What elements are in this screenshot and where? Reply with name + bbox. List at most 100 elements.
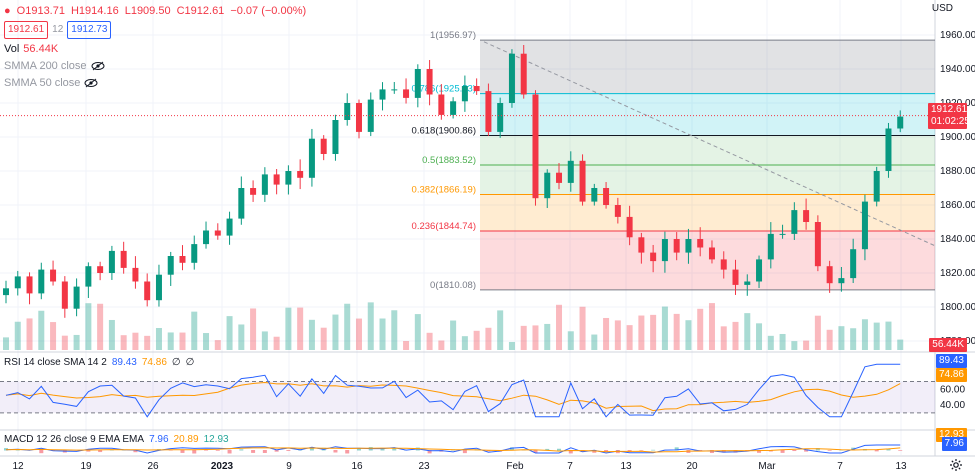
candle-body xyxy=(344,103,351,120)
candle-body xyxy=(650,252,657,262)
price-tick-label: 1800.00 xyxy=(940,302,975,313)
volume-bar xyxy=(85,303,92,350)
candle-body xyxy=(61,281,68,309)
fib-level-label: 0.5(1883.52) xyxy=(422,155,476,166)
fib-level-label: 0.382(1866.19) xyxy=(412,184,476,195)
candle-body xyxy=(391,89,398,91)
candle-body xyxy=(26,276,33,294)
candle-body xyxy=(720,259,727,270)
fib-level-label: 0.786(1925.53) xyxy=(412,84,476,95)
candles xyxy=(3,44,904,318)
macd-histogram-bar xyxy=(251,450,256,453)
volume-bar xyxy=(485,327,492,350)
volume-bar xyxy=(414,314,421,350)
candle-body xyxy=(838,278,845,284)
price-tick-label: 1960.00 xyxy=(940,30,975,41)
candle-body xyxy=(97,266,104,273)
macd-histogram-bar xyxy=(780,450,785,453)
candle-body xyxy=(167,256,174,275)
rsi-sma-value: 74.86 xyxy=(141,357,167,368)
macd-histogram-bar xyxy=(651,449,656,451)
currency-label[interactable]: USD xyxy=(931,3,953,14)
candle-body xyxy=(732,269,739,285)
volume-bar xyxy=(391,310,398,350)
volume-bar xyxy=(403,341,410,350)
sma50-legend[interactable]: SMMA 50 close xyxy=(4,76,308,90)
eye-hidden-icon[interactable] xyxy=(84,78,98,88)
volume-bar xyxy=(779,333,786,350)
candle-body xyxy=(85,266,92,287)
candle-body xyxy=(756,259,763,282)
volume-legend[interactable]: Vol 56.44K xyxy=(4,42,308,56)
macd-label: MACD 12 26 close 9 EMA EMA xyxy=(4,434,145,445)
sma200-legend[interactable]: SMMA 200 close xyxy=(4,59,308,73)
volume-bar xyxy=(603,317,610,350)
macd-histogram-bar xyxy=(757,450,762,453)
candle-body xyxy=(438,94,445,115)
volume-bar xyxy=(732,321,739,350)
candle-body xyxy=(850,249,857,279)
fib-level-label: 1(1956.97) xyxy=(430,30,476,41)
rsi-label: RSI 14 close SMA 14 2 xyxy=(4,357,107,368)
rsi-legend[interactable]: RSI 14 close SMA 14 2 89.43 74.86 ∅ ∅ xyxy=(4,357,194,368)
gear-icon[interactable] xyxy=(949,458,963,472)
macd-pane xyxy=(4,444,903,454)
rsi-line xyxy=(5,363,901,418)
macd-line xyxy=(5,444,901,454)
candle-body xyxy=(191,244,198,263)
time-axis[interactable]: 12 19 26 2023 9 16 23 Feb 7 13 20 Mar 7 13 xyxy=(12,461,907,472)
macd-histogram-bar xyxy=(568,450,573,454)
volume-bar xyxy=(685,320,692,350)
vol-label: Vol xyxy=(4,43,20,55)
volume-bar xyxy=(614,320,621,350)
macd-histogram-bar xyxy=(39,450,44,454)
macd-histogram-bar xyxy=(709,450,714,454)
volume-bar xyxy=(803,340,810,350)
volume-bar xyxy=(897,339,904,350)
low-value: L1909.50 xyxy=(124,5,171,17)
rsi-tick-label: 40.00 xyxy=(940,400,965,411)
time-tick-label: 12 xyxy=(12,461,24,472)
candle-body xyxy=(767,233,774,260)
time-tick-label: 7 xyxy=(567,461,573,472)
buy-button[interactable]: 1912.73 xyxy=(67,21,112,39)
candle-body xyxy=(320,138,327,154)
rsi-empty-2: ∅ xyxy=(185,357,195,368)
volume-bar xyxy=(226,316,233,350)
macd-signal-value: 20.89 xyxy=(173,434,199,445)
volume-bar xyxy=(3,337,9,350)
volume-bar xyxy=(497,310,504,350)
macd-histogram-bar xyxy=(674,447,679,451)
candle-body xyxy=(214,230,221,236)
volume-bar xyxy=(132,332,139,350)
volume-bar xyxy=(191,311,198,350)
candle-body xyxy=(520,53,527,95)
price-tick-label: 1880.00 xyxy=(940,166,975,177)
volume-bar xyxy=(261,331,268,350)
candle-body xyxy=(873,171,880,202)
volume-bar xyxy=(508,341,515,350)
candle-body xyxy=(379,89,386,100)
macd-histogram-bar xyxy=(804,450,809,452)
candle-body xyxy=(226,218,233,236)
candle-body xyxy=(626,216,633,238)
volume-bar xyxy=(461,336,468,350)
volume-bar xyxy=(661,306,668,350)
macd-legend[interactable]: MACD 12 26 close 9 EMA EMA 7.96 20.89 12… xyxy=(4,434,229,445)
macd-histogram-bar xyxy=(274,450,279,452)
macd-histogram-bar xyxy=(133,450,138,453)
eye-hidden-icon[interactable] xyxy=(91,61,105,71)
sell-button[interactable]: 1912.61 xyxy=(4,21,49,39)
candle-body xyxy=(367,99,374,132)
trend-line[interactable] xyxy=(483,41,936,247)
volume-bar xyxy=(179,332,186,350)
fibonacci-retracement[interactable]: 1(1956.97) 0.786(1925.53) 0.618(1900.86) 0.… xyxy=(412,30,935,291)
symbol-legend: ● O1913.71 H1914.16 L1909.50 C1912.61 −0… xyxy=(4,4,308,93)
candle-body xyxy=(120,250,127,268)
time-tick-label: 13 xyxy=(620,461,632,472)
volume-bar xyxy=(203,333,210,350)
macd-tag: 7.96 xyxy=(941,437,967,451)
volume-bar xyxy=(756,323,763,350)
rsi-band xyxy=(0,381,935,413)
